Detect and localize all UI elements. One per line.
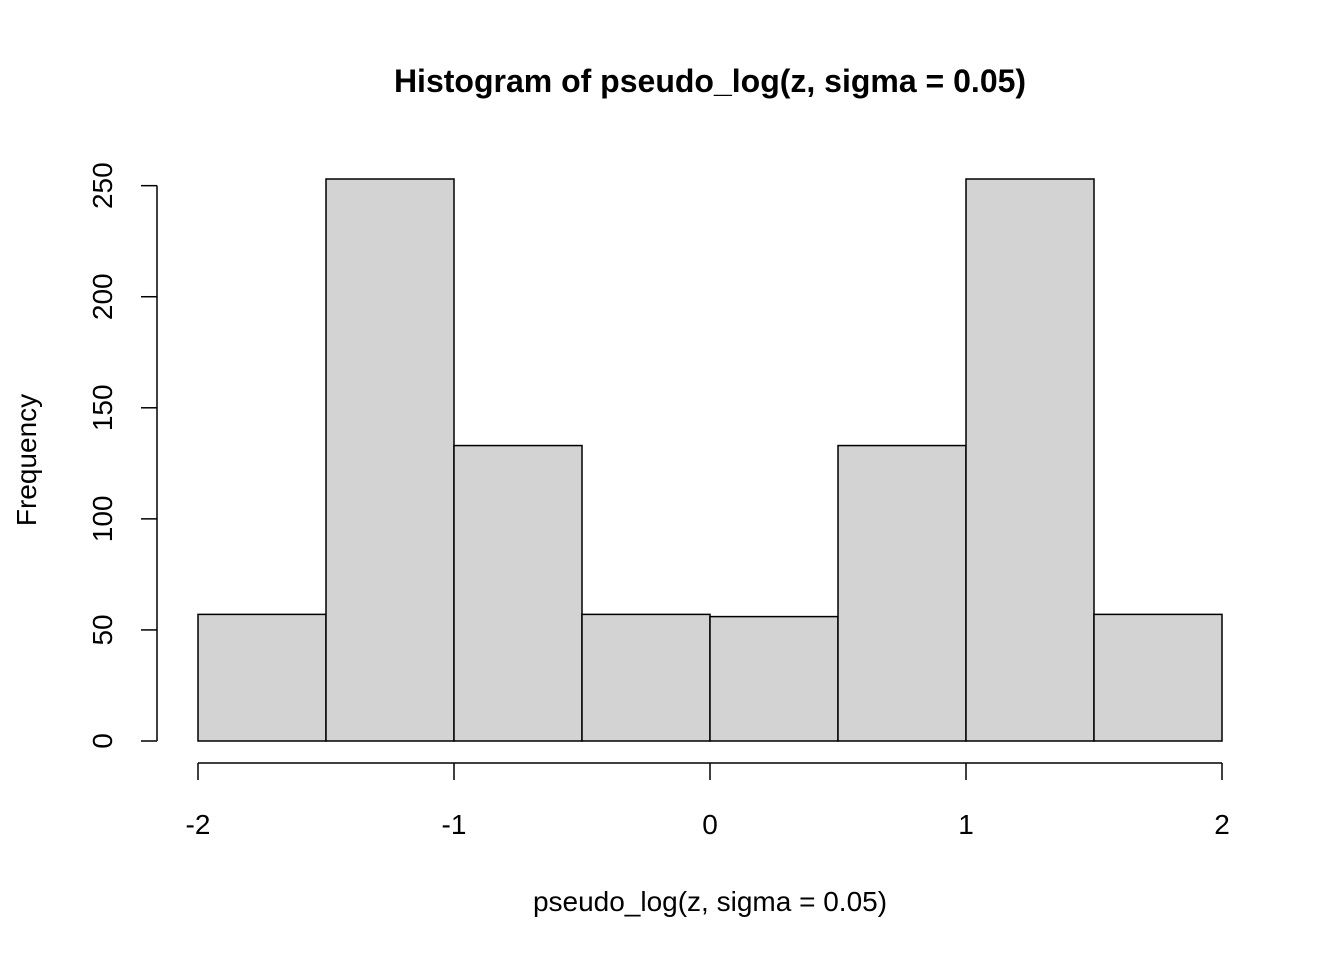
chart-title: Histogram of pseudo_log(z, sigma = 0.05) [394, 63, 1026, 99]
y-tick-label: 100 [87, 496, 118, 543]
bar [453, 444, 583, 742]
x-tick-label: -1 [442, 809, 467, 840]
x-tick-label: 2 [1214, 809, 1230, 840]
bar [709, 615, 839, 742]
x-tick-label: 1 [958, 809, 974, 840]
bar [1093, 613, 1223, 742]
x-tick-label: 0 [702, 809, 718, 840]
y-axis-label: Frequency [11, 394, 42, 526]
bar [197, 613, 327, 742]
bar [581, 613, 711, 742]
y-tick-label: 0 [87, 733, 118, 749]
y-tick-label: 150 [87, 384, 118, 431]
x-tick-label: -2 [186, 809, 211, 840]
bar [325, 178, 455, 742]
bar [837, 444, 967, 742]
y-tick-label: 250 [87, 162, 118, 209]
y-tick-label: 200 [87, 273, 118, 320]
y-tick-label: 50 [87, 614, 118, 645]
x-axis-label: pseudo_log(z, sigma = 0.05) [533, 886, 887, 917]
bar [965, 178, 1095, 742]
